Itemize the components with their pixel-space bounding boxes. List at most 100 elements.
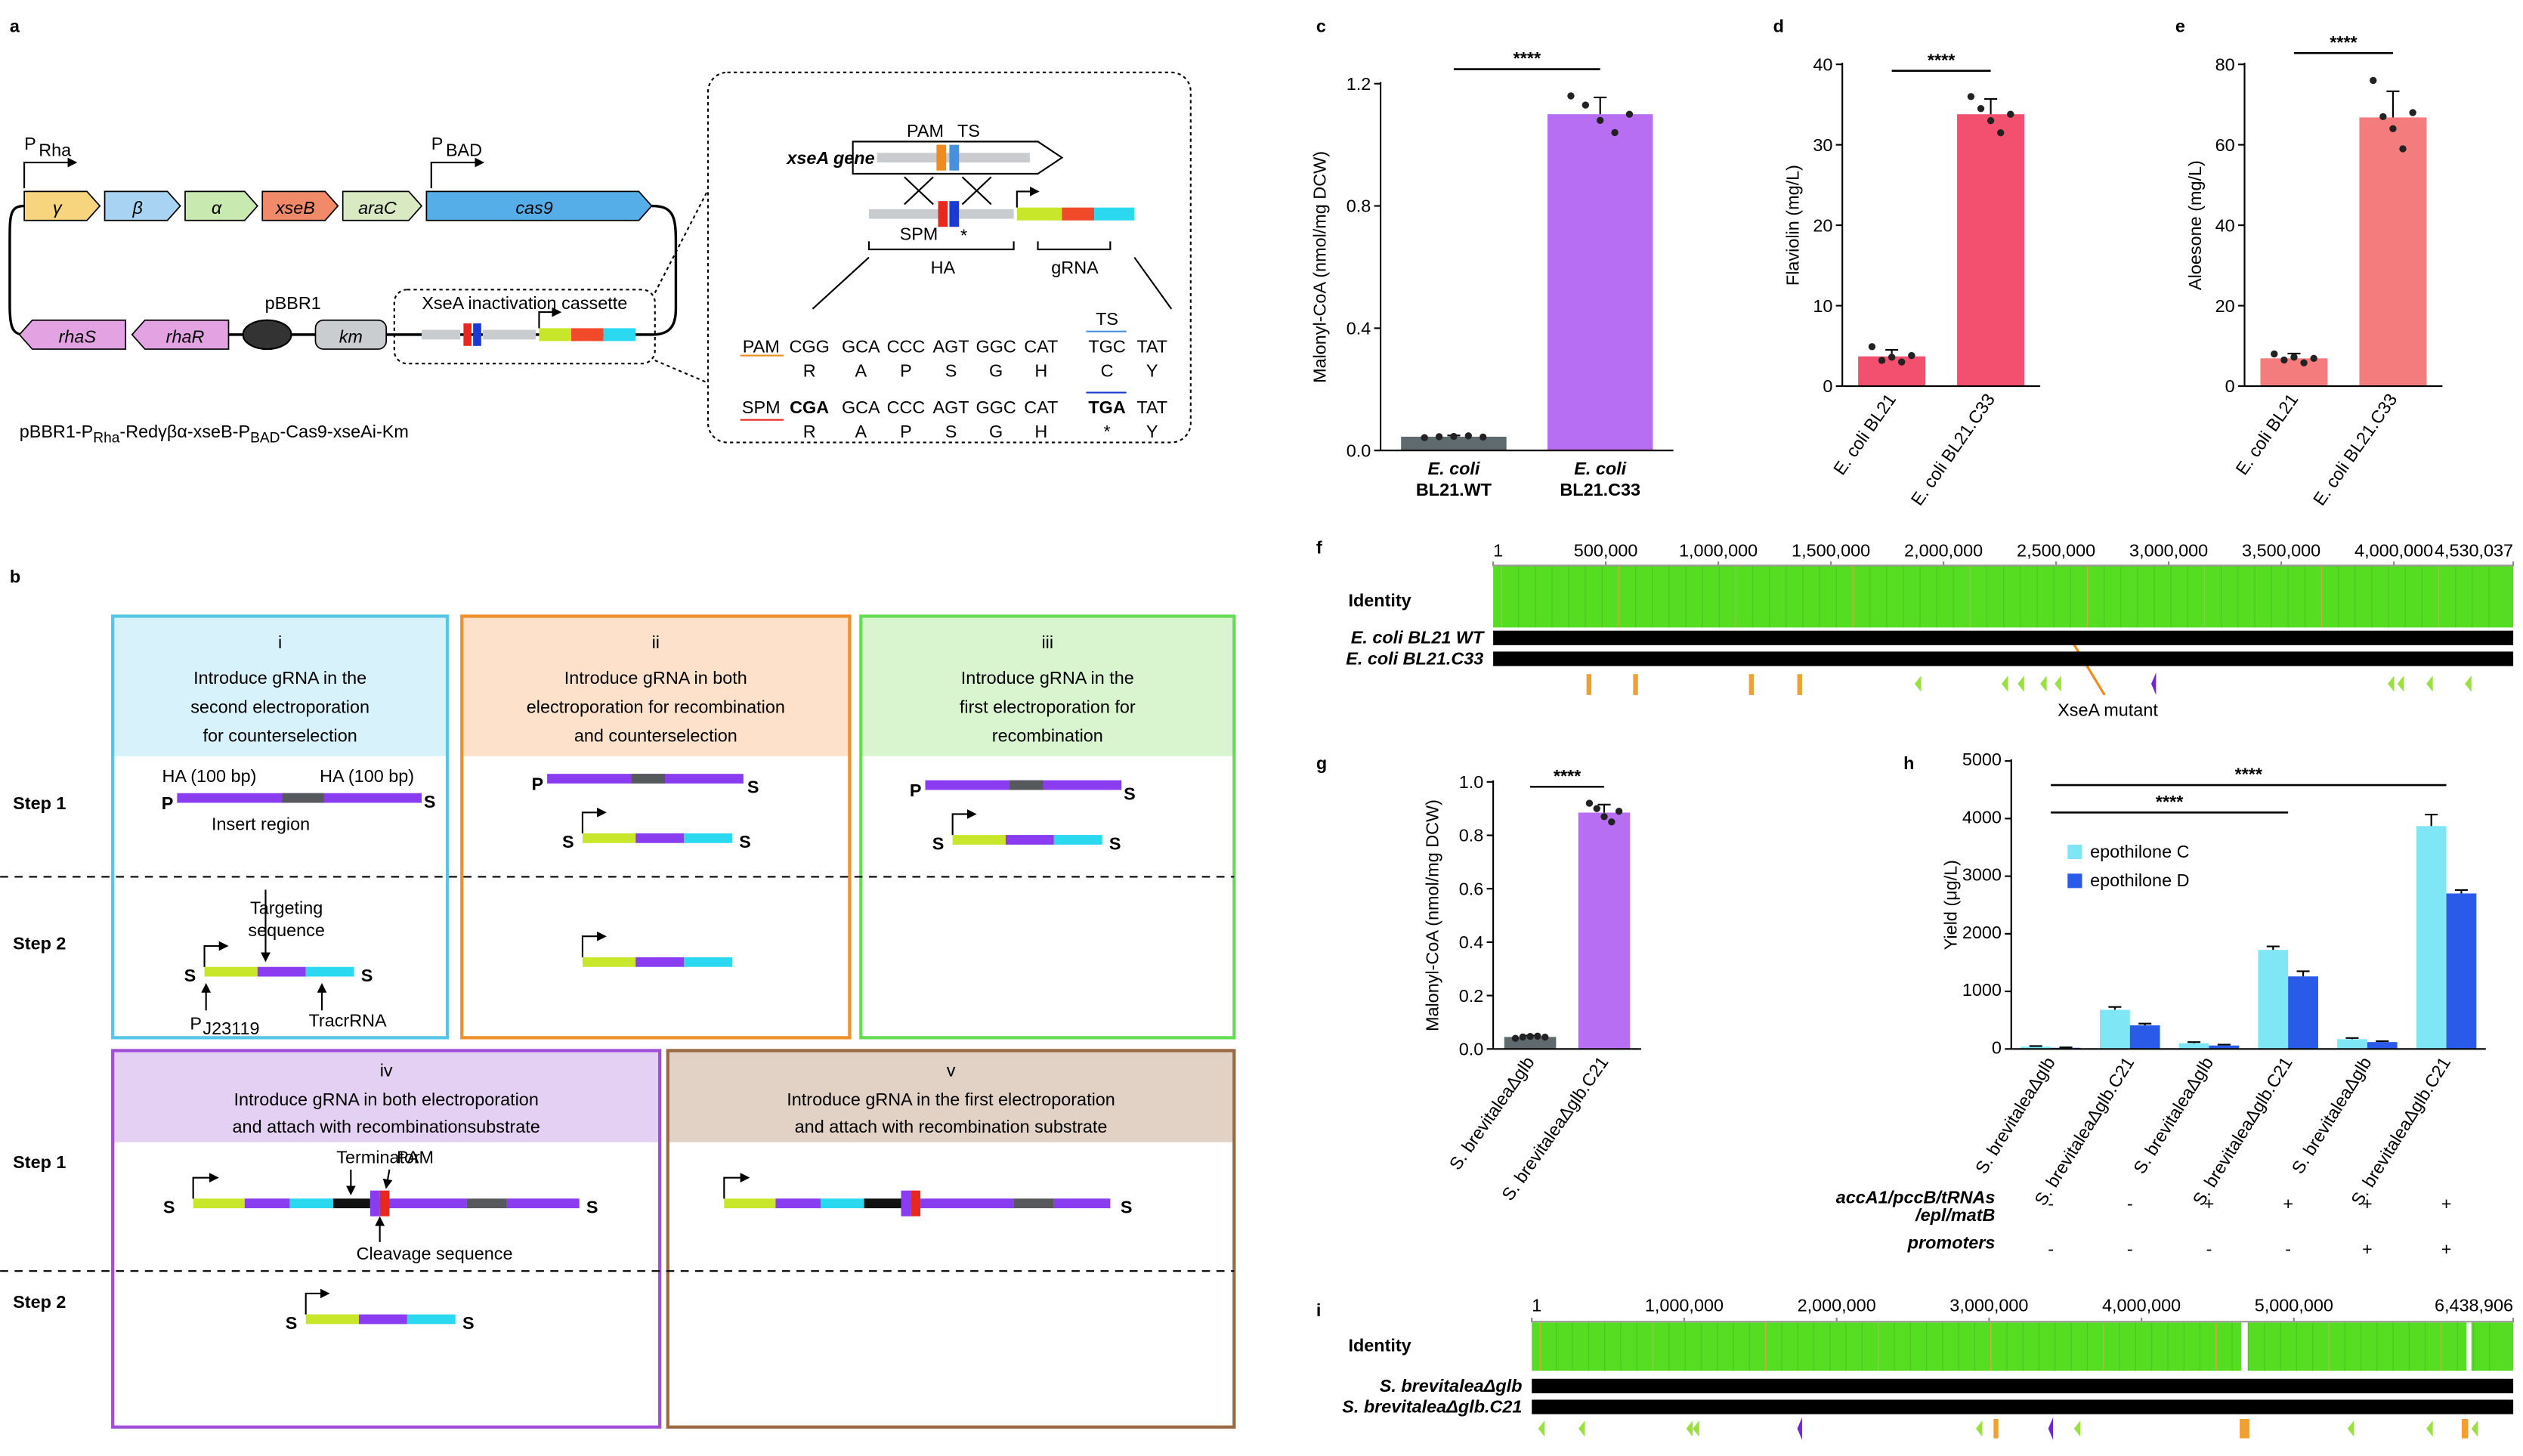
promoter-arrow <box>951 809 977 836</box>
segment <box>1094 207 1135 221</box>
track-texture <box>1717 1322 1718 1371</box>
gene <box>23 190 101 221</box>
x-tick-label: 1,000,000 <box>1645 1295 1724 1315</box>
ha-label: HA (100 bp) <box>162 766 256 786</box>
data-point <box>1977 105 1985 113</box>
panel-letter: c <box>1316 17 1326 36</box>
track-texture <box>1886 566 1888 628</box>
x-tick-label: 500,000 <box>1574 541 1638 561</box>
panel-letter: b <box>10 567 20 586</box>
crossover <box>904 176 992 206</box>
track-texture <box>1919 566 1921 628</box>
track-texture <box>1604 1322 1606 1371</box>
box-border <box>111 614 450 1040</box>
data-point <box>1611 128 1619 137</box>
track-texture <box>1501 566 1503 628</box>
data-point <box>1997 128 2005 137</box>
data-point <box>1534 1032 1541 1040</box>
x-tick-label: S. brevitaleaΔglb <box>2288 1053 2376 1177</box>
y-tick-label: 10 <box>1813 296 1832 316</box>
genome-bar <box>1532 1378 2514 1393</box>
segment <box>864 1198 901 1209</box>
origin <box>242 319 292 351</box>
genome-label: S. brevitaleaΔglb.C21 <box>1342 1397 1522 1417</box>
factor-sign: + <box>2441 1194 2452 1213</box>
box-title: Introduce gRNA in both electroporation <box>233 1090 538 1109</box>
track-texture <box>2457 1322 2458 1371</box>
genome-bar <box>1493 651 2514 666</box>
track-texture <box>2455 566 2457 628</box>
factor-label: /epl/matB <box>1915 1205 1995 1225</box>
track-texture <box>2296 1322 2297 1371</box>
cassette-label: XseA inactivation cassette <box>422 293 627 313</box>
segment <box>379 1190 390 1216</box>
track-texture <box>2320 566 2323 628</box>
data-point <box>1868 343 1876 351</box>
gene-label: xseB <box>275 198 315 218</box>
pam-site <box>936 144 947 171</box>
track-texture <box>2328 1322 2330 1371</box>
cleavage-label: Cleavage sequence <box>357 1244 513 1263</box>
segment <box>1062 207 1095 221</box>
y-tick-label: 0.6 <box>1459 879 1484 898</box>
amino-acid: A <box>855 360 867 380</box>
grna-label: gRNA <box>1051 258 1099 277</box>
factor-sign: - <box>2285 1239 2291 1259</box>
factor-sign: - <box>2206 1239 2212 1259</box>
codon: TAT <box>1136 397 1167 417</box>
segment <box>949 201 960 227</box>
codon: CAT <box>1024 336 1058 356</box>
track-texture <box>1634 566 1637 628</box>
segment <box>422 329 461 340</box>
box-border <box>666 1049 1236 1429</box>
segment <box>463 323 472 346</box>
genome-bar <box>1493 630 2514 645</box>
data-point <box>1479 433 1487 441</box>
track-texture <box>2070 1322 2072 1371</box>
track-texture <box>2424 1322 2426 1371</box>
y-tick-label: 0 <box>2225 376 2235 396</box>
gene <box>104 190 181 221</box>
track-label: Identity <box>1348 591 1411 611</box>
box-header <box>667 1050 1235 1142</box>
track-label: Identity <box>1348 1336 1411 1356</box>
segment <box>582 957 636 967</box>
amino-acid: P <box>900 360 912 380</box>
track-texture <box>2215 1322 2217 1371</box>
codon: CCC <box>887 336 926 356</box>
ts-label: TS <box>957 121 980 141</box>
amino-acid: * <box>1104 422 1111 441</box>
amino-acid: Y <box>1146 360 1158 380</box>
data-point <box>1585 799 1594 807</box>
gene <box>18 319 127 350</box>
y-tick-label: 0.0 <box>1347 441 1371 460</box>
segment <box>920 1198 1014 1209</box>
track-texture <box>1852 566 1854 628</box>
promoter-label: P <box>24 134 36 153</box>
site-label: P <box>532 774 544 793</box>
data-point <box>1421 434 1428 441</box>
x-tick-label: 1 <box>1493 541 1503 561</box>
x-tick-label: 4,000,000 <box>2102 1295 2181 1315</box>
plasmid-name-part: -Redγβα-xseB-P <box>119 422 250 441</box>
site-label: S <box>424 792 436 811</box>
significance-label: **** <box>2330 32 2358 52</box>
amino-acid: H <box>1034 360 1047 380</box>
annotation: XseA mutant <box>2058 700 2158 720</box>
promoter-arrow <box>192 1173 219 1199</box>
gene-label: cas9 <box>515 198 552 218</box>
segment <box>1005 835 1054 845</box>
box-title: and attach with recombination substrate <box>795 1117 1108 1136</box>
bar <box>2288 976 2318 1049</box>
track-gap <box>2466 1322 2472 1371</box>
segment <box>1010 780 1044 790</box>
box-title: for counterselection <box>203 726 357 746</box>
gene <box>425 190 653 221</box>
track-texture <box>2220 566 2222 628</box>
track-texture <box>2354 566 2356 628</box>
x-tick-label: 2,500,000 <box>2017 541 2095 561</box>
data-point <box>1888 354 1896 361</box>
track-texture <box>2311 1322 2314 1371</box>
data-point <box>1987 117 1995 125</box>
track-texture <box>2371 566 2373 628</box>
